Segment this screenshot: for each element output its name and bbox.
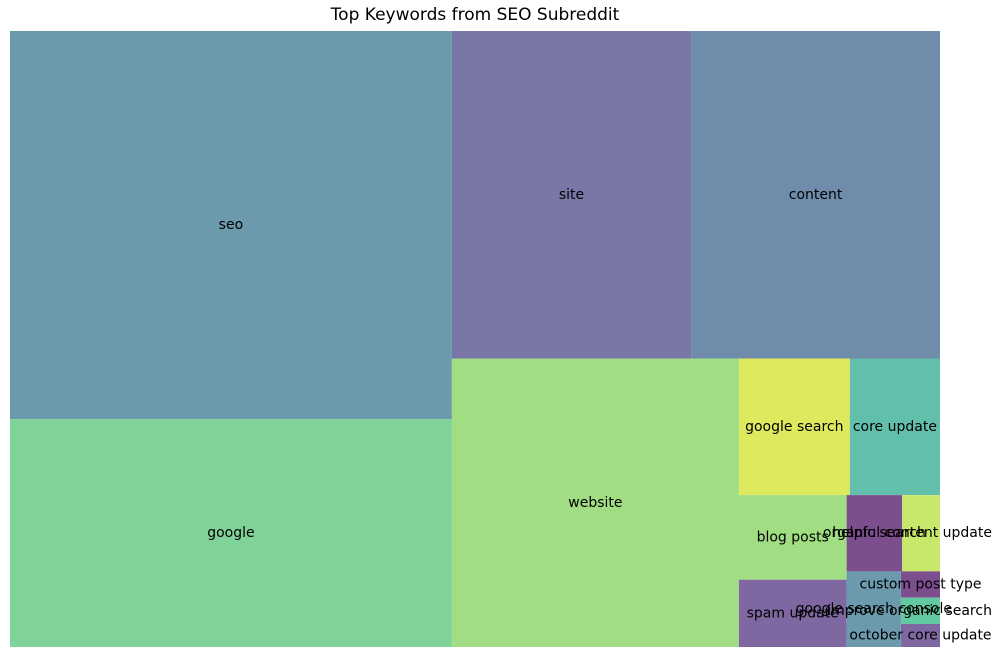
treemap-label-core-update: core update [853,419,937,435]
treemap-tile-helpful-content-update [902,495,940,572]
treemap-tile-blog-posts [738,495,847,580]
treemap-tile-organic-search [846,495,903,572]
treemap-label-content: content [789,187,843,203]
treemap-tile-spam-update [738,579,847,647]
treemap-tile-seo [10,31,452,420]
treemap-label-helpful-content-update: helpful content update [832,525,992,541]
treemap-label-organic-search: organic search [823,525,926,541]
treemap-label-website: website [568,495,622,511]
treemap-label-october-core-update: october core update [849,628,991,644]
treemap-label-custom-post-type: custom post type [860,577,982,593]
treemap-label-seo: seo [219,217,243,233]
treemap-tile-site [451,31,692,359]
treemap-label-google-search-console: google search console [796,601,952,617]
treemap-label-spam-update: spam update [747,605,839,621]
treemap-tile-google [10,419,452,647]
treemap-tile-content [691,31,940,359]
treemap-label-google: google [207,525,254,541]
treemap-tile-google-search-console [846,571,901,647]
treemap-label-improve-organic-search: improve organic search [827,603,992,619]
chart-title: Top Keywords from SEO Subreddit [330,5,620,25]
treemap-tile-website [451,358,739,647]
treemap-tile-improve-organic-search [901,597,940,624]
treemap-tile-core-update [849,358,940,496]
treemap-label-blog-posts: blog posts [757,529,829,545]
treemap-label-site: site [559,187,584,203]
treemap-tile-google-search [738,358,850,496]
treemap-label-google-search: google search [745,419,843,435]
treemap-tile-october-core-update [901,624,940,647]
treemap-tile-custom-post-type [901,571,940,598]
